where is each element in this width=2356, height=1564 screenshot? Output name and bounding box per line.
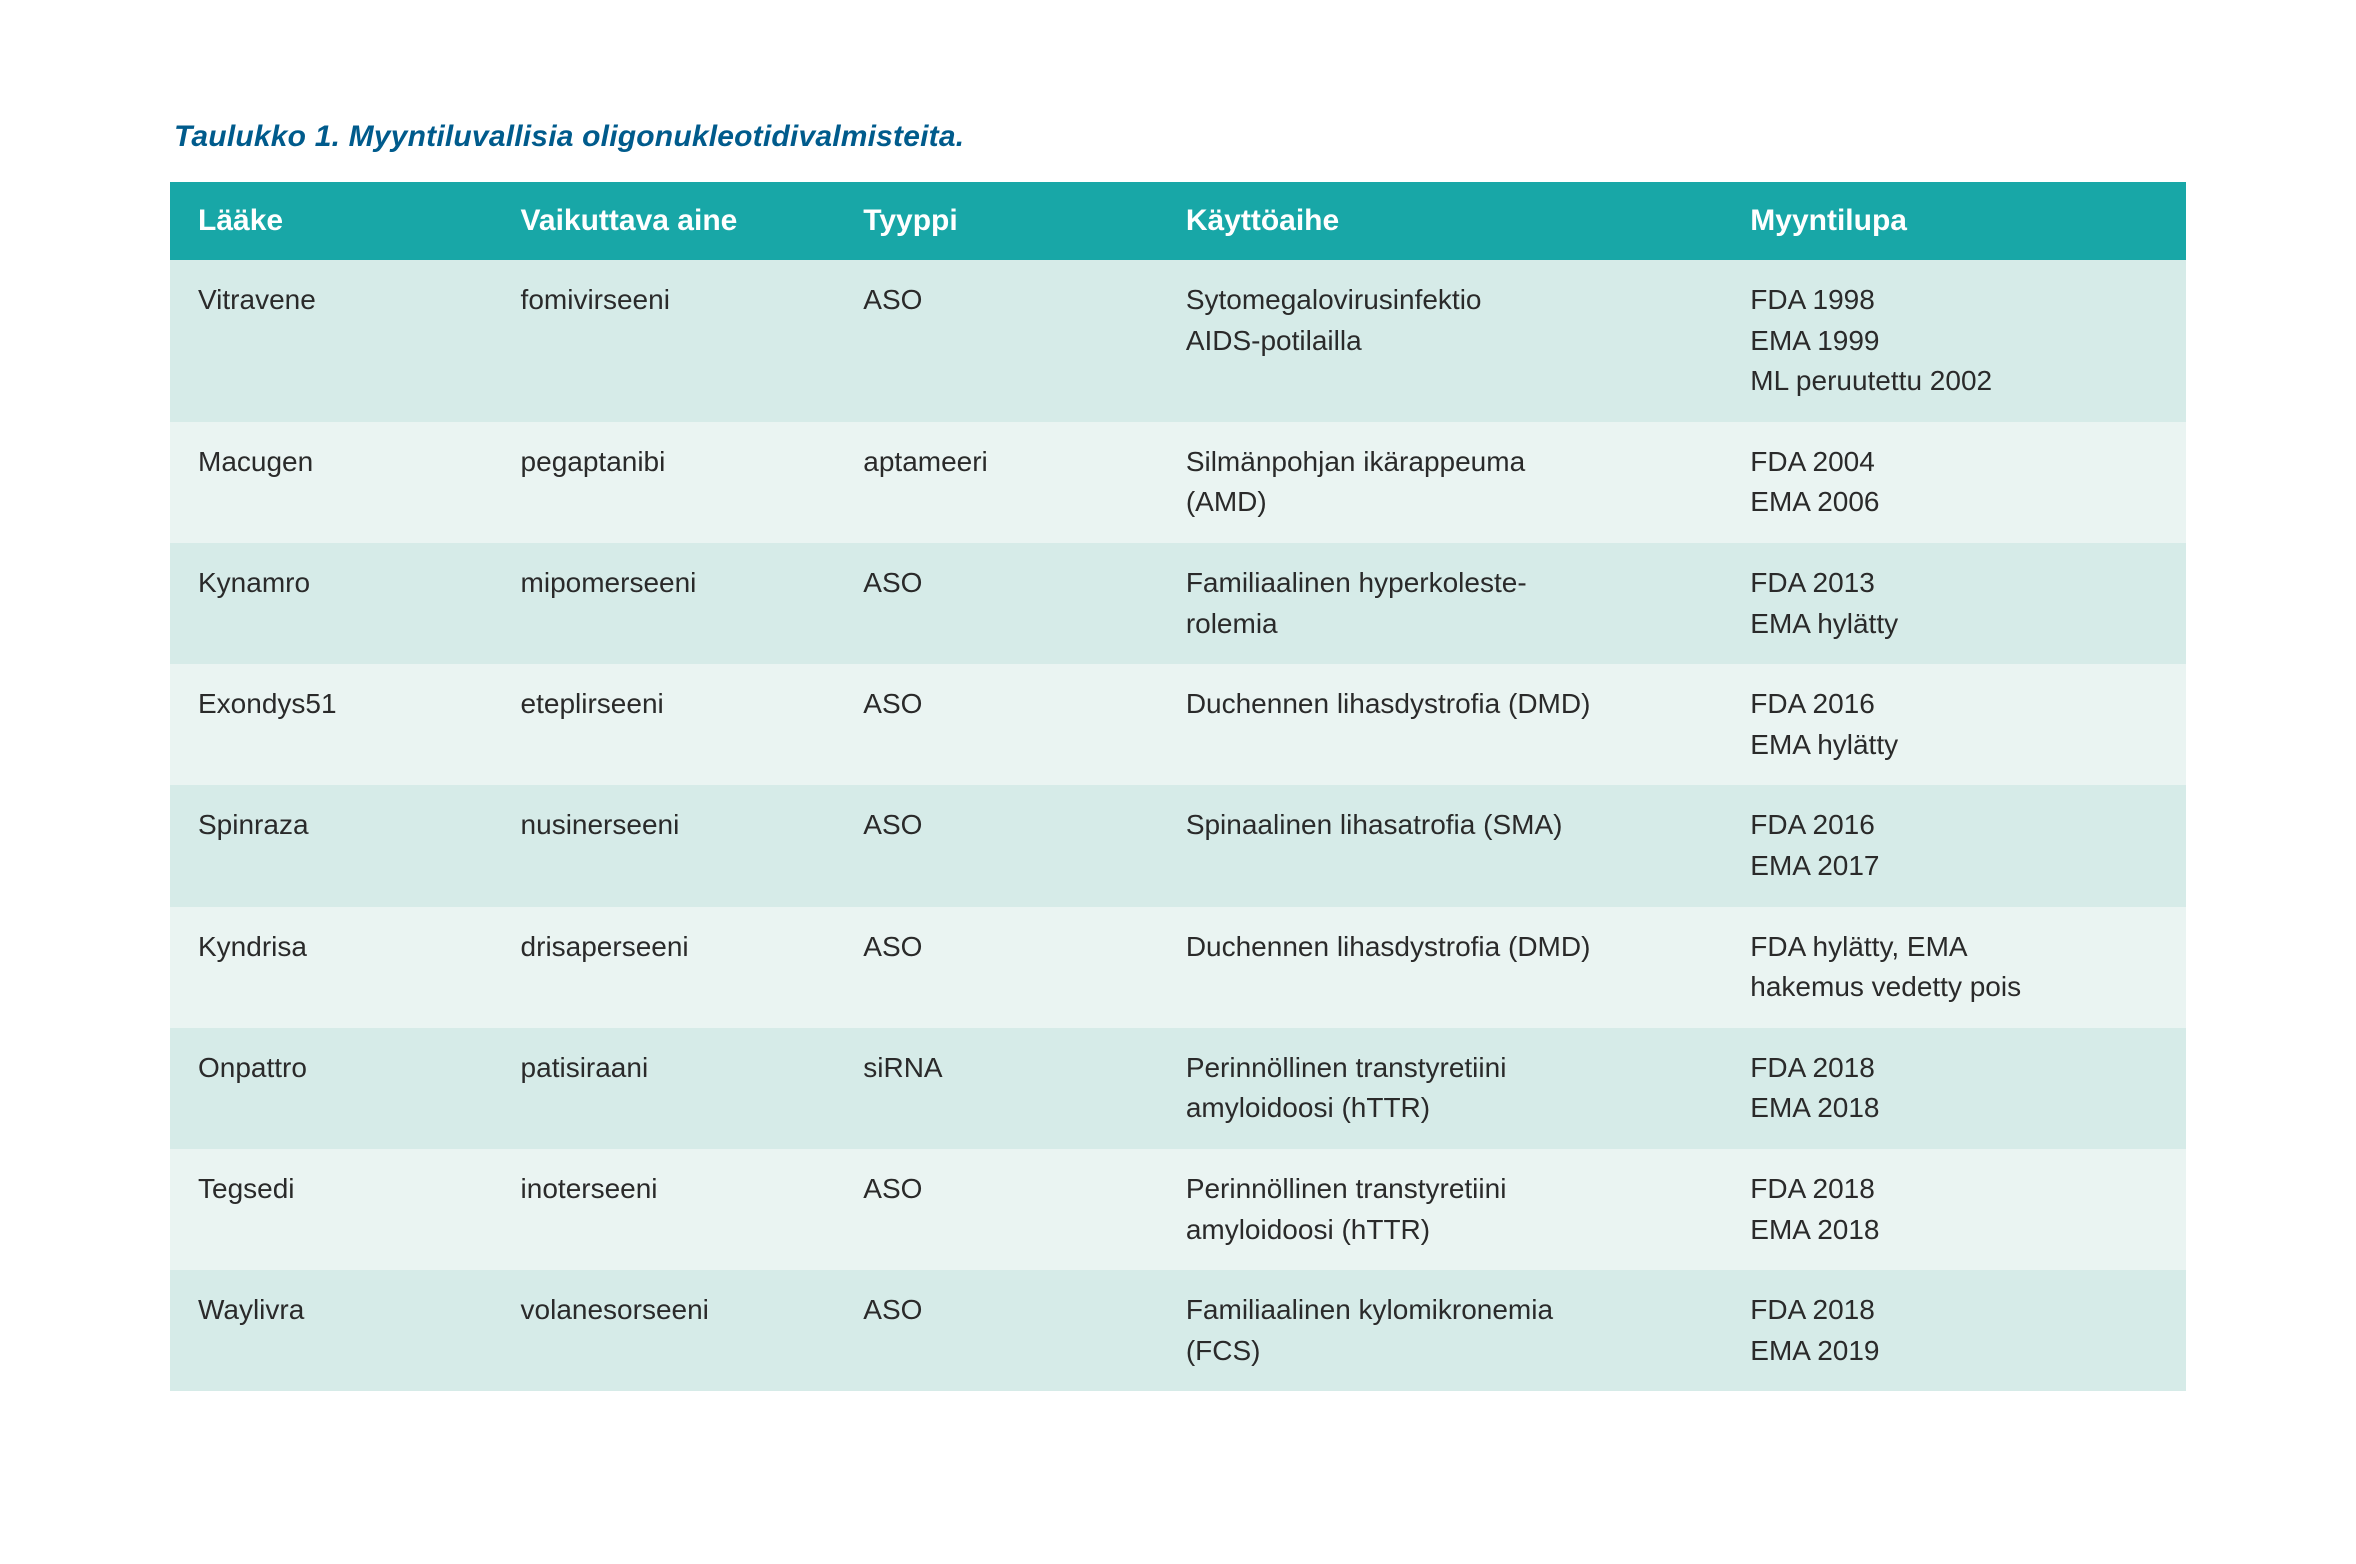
col-header-approval: Myyntilupa [1722,182,2186,260]
table-row: Exondys51eteplirseeniASO Duchennen lihasd… [170,664,2186,785]
cell-approval-line: FDA hylätty, EMA [1750,927,2158,968]
table-row: SpinrazanusinerseeniASO Spinaalinen lihas… [170,785,2186,906]
cell-type: ASO [835,543,1158,664]
cell-approval-line: EMA 2019 [1750,1331,2158,1372]
table-header-row: Lääke Vaikuttava aine Tyyppi Käyttöaihe … [170,182,2186,260]
cell-approval-line: FDA 2018 [1750,1290,2158,1331]
cell-approval-line: EMA 2017 [1750,846,2158,887]
table-row: KynamromipomerseeniASOFamiliaalinen hype… [170,543,2186,664]
cell-indication: Perinnöllinen transtyretiiniamyloidoosi … [1158,1028,1722,1149]
cell-drug: Kyndrisa [170,907,493,1028]
col-header-indication: Käyttöaihe [1158,182,1722,260]
cell-indication: Silmänpohjan ikärappeuma(AMD) [1158,422,1722,543]
cell-ingredient: eteplirseeni [493,664,836,785]
cell-indication: Duchennen lihasdystrofia (DMD) [1158,907,1722,1028]
cell-type: ASO [835,1270,1158,1391]
cell-indication-line: Familiaalinen kylomikronemia [1186,1290,1694,1331]
cell-indication-line: (FCS) [1186,1331,1694,1372]
cell-indication-line: Perinnöllinen transtyretiini [1186,1048,1694,1089]
col-header-type: Tyyppi [835,182,1158,260]
table-caption: Taulukko 1. Myyntiluvallisia oligonukleo… [174,120,2186,154]
cell-drug: Kynamro [170,543,493,664]
table-body: VitravenefomivirseeniASOSytomegalovirusi… [170,260,2186,1391]
table-row: KyndrisadrisaperseeniASO Duchennen lihasd… [170,907,2186,1028]
cell-approval-line: EMA hylätty [1750,725,2158,766]
table-row: OnpattropatisiraanisiRNAPerinnöllinen tr… [170,1028,2186,1149]
cell-approval: FDA 1998EMA 1999ML peruutettu 2002 [1722,260,2186,422]
cell-drug: Spinraza [170,785,493,906]
cell-indication-line: Perinnöllinen transtyretiini [1186,1169,1694,1210]
cell-type: aptameeri [835,422,1158,543]
cell-drug: Waylivra [170,1270,493,1391]
cell-type: siRNA [835,1028,1158,1149]
cell-indication-line: amyloidoosi (hTTR) [1186,1210,1694,1251]
cell-approval-line: FDA 2004 [1750,442,2158,483]
cell-drug: Onpattro [170,1028,493,1149]
cell-ingredient: patisiraani [493,1028,836,1149]
cell-indication-line: Duchennen lihasdystrofia (DMD) [1186,684,1694,725]
cell-type: ASO [835,785,1158,906]
cell-approval: FDA 2016EMA hylätty [1722,664,2186,785]
cell-approval-line: hakemus vedetty pois [1750,967,2158,1008]
cell-ingredient: volanesorseeni [493,1270,836,1391]
cell-type: ASO [835,664,1158,785]
cell-approval: FDA 2018EMA 2018 [1722,1028,2186,1149]
cell-indication-line: Spinaalinen lihasatrofia (SMA) [1186,805,1694,846]
cell-ingredient: fomivirseeni [493,260,836,422]
cell-indication-line: AIDS-potilailla [1186,321,1694,362]
cell-ingredient: drisaperseeni [493,907,836,1028]
cell-approval: FDA 2018EMA 2018 [1722,1149,2186,1270]
cell-indication-line: Familiaalinen hyperkoleste- [1186,563,1694,604]
cell-drug: Vitravene [170,260,493,422]
cell-type: ASO [835,260,1158,422]
cell-approval-line: EMA hylätty [1750,604,2158,645]
cell-approval: FDA 2013EMA hylätty [1722,543,2186,664]
cell-indication: Duchennen lihasdystrofia (DMD) [1158,664,1722,785]
cell-approval-line: EMA 2018 [1750,1088,2158,1129]
cell-approval: FDA 2016EMA 2017 [1722,785,2186,906]
cell-drug: Tegsedi [170,1149,493,1270]
cell-indication: Spinaalinen lihasatrofia (SMA) [1158,785,1722,906]
cell-type: ASO [835,1149,1158,1270]
col-header-ingredient: Vaikuttava aine [493,182,836,260]
cell-approval-line: EMA 1999 [1750,321,2158,362]
cell-indication-line: Sytomegalovirusinfektio [1186,280,1694,321]
cell-ingredient: nusinerseeni [493,785,836,906]
cell-drug: Exondys51 [170,664,493,785]
cell-approval-line: FDA 2018 [1750,1048,2158,1089]
table-row: MacugenpegaptanibiaptameeriSilmänpohjan … [170,422,2186,543]
oligonucleotide-table: Lääke Vaikuttava aine Tyyppi Käyttöaihe … [170,182,2186,1391]
table-row: WaylivravolanesorseeniASOFamiliaalinen k… [170,1270,2186,1391]
cell-ingredient: mipomerseeni [493,543,836,664]
cell-type: ASO [835,907,1158,1028]
cell-ingredient: pegaptanibi [493,422,836,543]
page-container: Taulukko 1. Myyntiluvallisia oligonukleo… [0,0,2356,1564]
table-row: TegsediinoterseeniASOPerinnöllinen trans… [170,1149,2186,1270]
col-header-drug: Lääke [170,182,493,260]
cell-approval-line: EMA 2018 [1750,1210,2158,1251]
cell-approval: FDA 2018EMA 2019 [1722,1270,2186,1391]
cell-indication-line: (AMD) [1186,482,1694,523]
cell-approval-line: FDA 2013 [1750,563,2158,604]
cell-approval: FDA 2004EMA 2006 [1722,422,2186,543]
table-header: Lääke Vaikuttava aine Tyyppi Käyttöaihe … [170,182,2186,260]
cell-approval-line: FDA 2016 [1750,684,2158,725]
cell-indication-line: Duchennen lihasdystrofia (DMD) [1186,927,1694,968]
cell-indication: Familiaalinen hyperkoleste-rolemia [1158,543,1722,664]
cell-indication-line: amyloidoosi (hTTR) [1186,1088,1694,1129]
cell-ingredient: inoterseeni [493,1149,836,1270]
cell-indication: SytomegalovirusinfektioAIDS-potilailla [1158,260,1722,422]
cell-indication-line: Silmänpohjan ikärappeuma [1186,442,1694,483]
cell-drug: Macugen [170,422,493,543]
cell-approval: FDA hylätty, EMAhakemus vedetty pois [1722,907,2186,1028]
cell-approval-line: ML peruutettu 2002 [1750,361,2158,402]
cell-indication-line: rolemia [1186,604,1694,645]
table-row: VitravenefomivirseeniASOSytomegalovirusi… [170,260,2186,422]
cell-indication: Familiaalinen kylomikronemia(FCS) [1158,1270,1722,1391]
cell-approval-line: FDA 2016 [1750,805,2158,846]
cell-indication: Perinnöllinen transtyretiiniamyloidoosi … [1158,1149,1722,1270]
cell-approval-line: FDA 2018 [1750,1169,2158,1210]
cell-approval-line: FDA 1998 [1750,280,2158,321]
cell-approval-line: EMA 2006 [1750,482,2158,523]
